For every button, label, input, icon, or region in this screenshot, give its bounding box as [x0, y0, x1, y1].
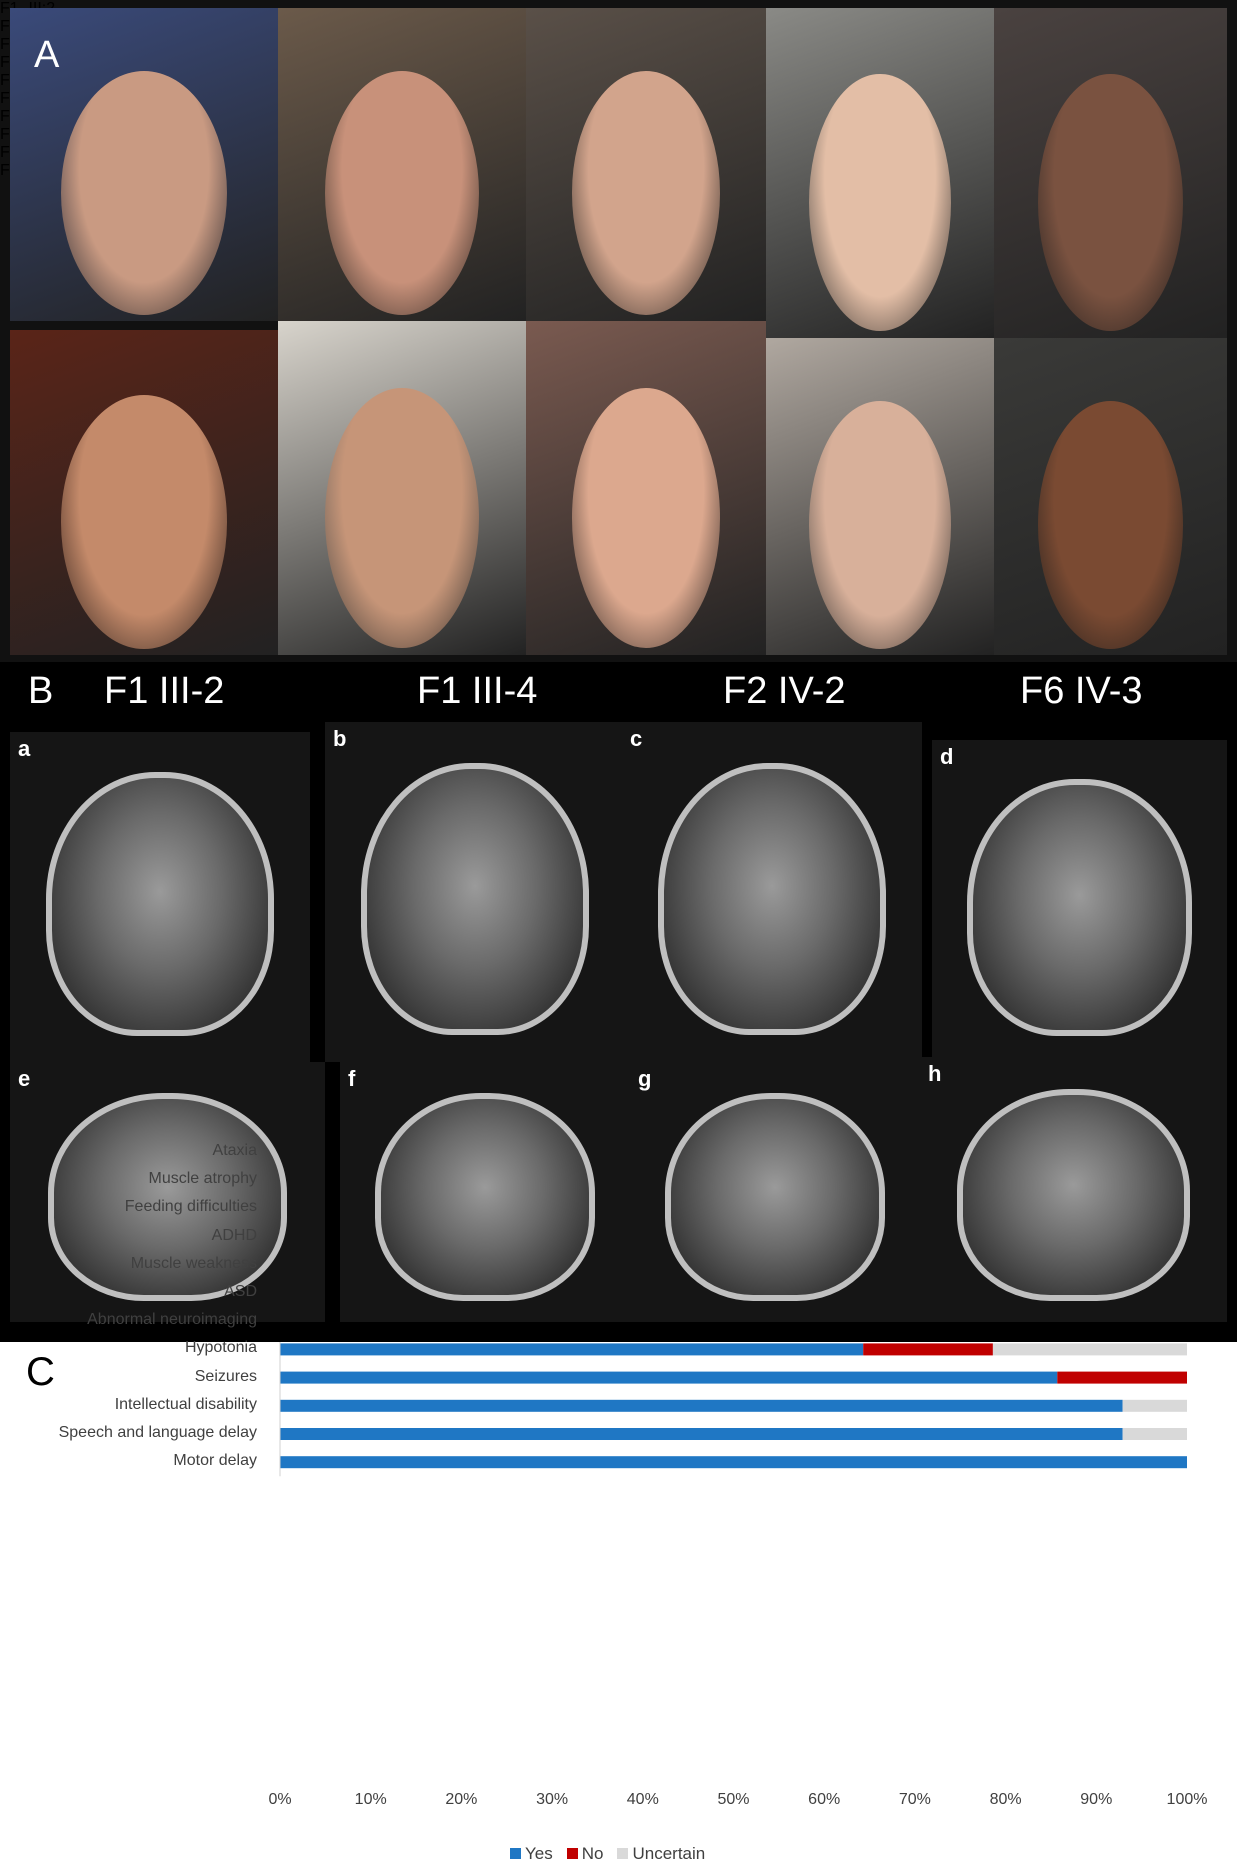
patient-photo	[526, 8, 766, 321]
bar-segment-uncertain	[1122, 1428, 1187, 1440]
patient-photo	[10, 330, 278, 655]
category-label: Ataxia	[212, 1142, 257, 1159]
face-shape	[571, 70, 721, 315]
category-label: Speech and language delay	[58, 1424, 257, 1441]
face-shape	[1038, 74, 1183, 332]
bar-segment-no	[863, 1343, 993, 1356]
panel-c-letter: C	[26, 1350, 55, 1394]
panel-a-letter: A	[34, 34, 60, 76]
legend-no: No	[566, 1844, 603, 1864]
category-label: Hypotonia	[184, 1339, 257, 1357]
legend-uncertain: Uncertain	[617, 1844, 705, 1864]
face-shape	[325, 70, 479, 315]
panel-b-mri: B F1 III-2 F1 III-4 F2 IV-2 F6 IV-3 a b c d…	[0, 662, 1237, 1342]
patient-photo	[278, 321, 526, 655]
mri-scan: h	[920, 1057, 1227, 1322]
category-label: Feeding difficulties	[124, 1198, 257, 1216]
face-shape	[1038, 401, 1183, 649]
patient-photo	[766, 338, 994, 655]
panel-a-photos: A F1- III:2F2- IV:2F3- IV:1F4- IV:2F6- I…	[0, 0, 1237, 662]
x-tick-label: 90%	[1080, 1791, 1113, 1808]
x-tick-label: 20%	[445, 1791, 478, 1808]
brain-shape	[361, 762, 589, 1035]
category-label: ASD	[224, 1283, 257, 1300]
face-shape	[60, 395, 228, 649]
face-shape	[325, 387, 479, 649]
x-tick-label: 80%	[989, 1791, 1022, 1808]
category-label: Muscle weakness	[130, 1254, 257, 1272]
category-label: Seizures	[194, 1367, 257, 1385]
face-shape	[571, 387, 721, 649]
brain-shape	[664, 1093, 886, 1302]
patient-photo	[994, 338, 1227, 655]
mri-scan: f	[340, 1062, 630, 1322]
brain-shape	[47, 1093, 288, 1302]
category-label: Abnormal neuroimaging	[87, 1311, 257, 1329]
mri-tag: e	[18, 1066, 31, 1091]
chart-legend: Yes No Uncertain	[510, 1844, 705, 1864]
bar-segment-yes	[280, 1371, 1058, 1384]
legend-yes: Yes	[510, 1844, 553, 1864]
mri-tag: g	[638, 1066, 652, 1091]
x-tick-label: 70%	[898, 1791, 931, 1808]
mri-scan: e	[10, 1062, 325, 1322]
mri-scan: g	[630, 1062, 920, 1322]
phenotype-chart	[279, 1342, 1187, 1477]
bar-segment-yes	[280, 1399, 1123, 1412]
mri-scan: a	[10, 732, 310, 1062]
mri-tag: c	[630, 726, 643, 751]
bar-segment-uncertain	[992, 1343, 1187, 1356]
category-label: ADHD	[211, 1226, 257, 1244]
category-label: Motor delay	[173, 1452, 257, 1470]
mri-tag: d	[940, 744, 954, 769]
bar-segment-yes	[280, 1456, 1187, 1469]
x-tick-label: 100%	[1166, 1791, 1208, 1808]
category-label: Intellectual disability	[114, 1395, 257, 1413]
panel-c-chart: C Ataxia Muscle atrophy Feeding difficulti…	[0, 1142, 1237, 1863]
brain-shape	[374, 1093, 596, 1302]
face-shape	[809, 74, 951, 332]
x-tick-label: 0%	[268, 1791, 292, 1808]
x-tick-label: 50%	[717, 1791, 750, 1808]
mri-title-2: F1 III-4	[417, 670, 538, 712]
bar-segment-yes	[280, 1343, 864, 1356]
patient-photo	[278, 8, 526, 321]
mri-tag: b	[333, 726, 347, 751]
bar-segment-yes	[280, 1428, 1123, 1440]
brain-shape	[967, 778, 1192, 1037]
brain-shape	[658, 762, 886, 1035]
face-shape	[60, 70, 228, 315]
patient-photo	[994, 8, 1227, 338]
mri-scan: b	[325, 722, 625, 1062]
mri-title-1: F1 III-2	[104, 670, 225, 712]
x-tick-label: 30%	[536, 1791, 569, 1808]
mri-scan: c	[622, 722, 922, 1062]
face-shape	[809, 401, 951, 649]
category-label: Muscle atrophy	[148, 1170, 258, 1188]
mri-tag: h	[928, 1061, 942, 1086]
panel-b-letter: B	[28, 670, 54, 712]
mri-tag: a	[18, 736, 31, 761]
mri-title-4: F6 IV-3	[1020, 670, 1143, 712]
bar-segment-uncertain	[1122, 1399, 1187, 1412]
brain-shape	[956, 1088, 1191, 1301]
patient-photo	[10, 8, 278, 321]
mri-scan: d	[932, 740, 1227, 1062]
brain-shape	[46, 771, 274, 1036]
patient-photo	[766, 8, 994, 338]
x-tick-label: 40%	[626, 1791, 659, 1808]
mri-tag: f	[348, 1066, 356, 1091]
mri-title-3: F2 IV-2	[723, 670, 846, 712]
x-tick-label: 10%	[354, 1791, 387, 1808]
patient-photo	[526, 321, 766, 655]
bar-segment-no	[1057, 1371, 1187, 1384]
x-tick-label: 60%	[808, 1791, 841, 1808]
